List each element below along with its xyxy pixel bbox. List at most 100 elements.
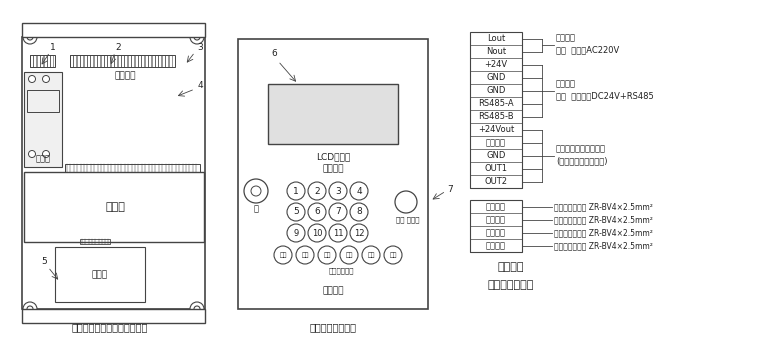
Text: 引至消防输入输出模块: 引至消防输入输出模块 [556,144,606,153]
Circle shape [395,191,417,213]
Bar [80,239,110,244]
Bar [128,55,130,67]
Text: OUT2: OUT2 [484,177,508,186]
Text: 引至风压传感器 ZR-BV4×2.5mm²: 引至风压传感器 ZR-BV4×2.5mm² [554,241,653,250]
Text: GND: GND [487,151,505,160]
Bar [141,55,144,67]
Bar [30,55,55,67]
Bar [268,84,398,144]
Text: 雨雪检测: 雨雪检测 [486,215,506,224]
Circle shape [350,224,368,242]
Bar [22,23,205,37]
Bar [51,55,53,67]
Circle shape [287,224,305,242]
Text: 引至天窗: 引至天窗 [556,33,576,42]
Bar [114,55,117,67]
Bar [65,164,200,172]
Bar [470,200,522,252]
Bar [22,37,205,309]
Text: 6: 6 [314,208,320,216]
Text: 10: 10 [312,228,323,238]
Text: 4: 4 [356,186,362,195]
Bar [27,90,59,112]
Bar [152,55,155,67]
Bar [155,55,158,67]
Text: 操作键盘: 操作键盘 [323,286,344,296]
Circle shape [42,151,49,157]
Text: RS485-B: RS485-B [478,112,514,121]
Circle shape [27,306,33,312]
Bar [34,55,37,67]
Text: 消防检测: 消防检测 [486,138,506,147]
Circle shape [308,224,326,242]
Text: 4: 4 [197,81,203,90]
Text: 电源 锁开关: 电源 锁开关 [396,217,419,223]
Circle shape [329,203,347,221]
Bar [24,172,204,242]
Text: (模块由消防系统提供): (模块由消防系统提供) [556,156,608,165]
Text: 2: 2 [115,42,121,52]
Text: 锁: 锁 [254,205,259,214]
Text: 主控板: 主控板 [105,202,125,212]
Circle shape [350,203,368,221]
Bar [37,55,40,67]
Bar [44,55,47,67]
Text: 霜雾检测: 霜雾检测 [486,228,506,237]
Circle shape [329,224,347,242]
Bar [111,55,114,67]
Text: 确认: 确认 [301,252,308,258]
Circle shape [27,34,33,40]
Circle shape [23,302,37,316]
Circle shape [190,30,204,44]
Text: Lout: Lout [487,34,505,43]
Text: 接线端子: 接线端子 [114,71,136,81]
Circle shape [308,203,326,221]
Circle shape [274,246,292,264]
Text: 7: 7 [335,208,341,216]
Bar [77,55,80,67]
Circle shape [23,30,37,44]
Text: 1: 1 [50,42,56,52]
Text: 设置: 设置 [323,252,330,258]
Bar [118,55,120,67]
Bar [169,55,172,67]
Circle shape [244,179,268,203]
Text: GND: GND [487,86,505,95]
Text: 复位: 复位 [345,252,353,258]
Text: 温度检测: 温度检测 [486,202,506,211]
Text: RS485-A: RS485-A [478,99,514,108]
Bar [138,55,141,67]
Bar [47,55,50,67]
Text: 5: 5 [293,208,299,216]
Text: 控制笱安装及内部元件布置图: 控制笱安装及内部元件布置图 [72,322,148,332]
Bar [22,309,205,323]
Bar [70,55,73,67]
Circle shape [194,34,200,40]
Circle shape [42,75,49,83]
Circle shape [318,246,336,264]
Bar [101,55,104,67]
Bar [166,55,168,67]
Circle shape [308,182,326,200]
Bar [108,55,110,67]
Text: 变压器: 变压器 [92,271,108,279]
Bar [24,72,62,167]
Text: 消防紧急启动: 消防紧急启动 [328,268,354,274]
Text: Nout: Nout [486,47,506,56]
Text: 2: 2 [314,186,319,195]
Text: 3: 3 [335,186,341,195]
Text: 锂管  控制回路DC24V+RS485: 锂管 控制回路DC24V+RS485 [556,91,654,100]
Text: 5: 5 [41,256,47,266]
Circle shape [362,246,380,264]
Text: 风压检测: 风压检测 [486,241,506,250]
Bar [84,55,87,67]
Bar [124,55,127,67]
Text: +24Vout: +24Vout [478,125,514,134]
Text: 8: 8 [356,208,362,216]
Circle shape [329,182,347,200]
Text: OUT1: OUT1 [484,164,508,173]
Text: 断路器: 断路器 [35,154,51,163]
Bar [55,247,145,302]
Bar [30,55,33,67]
Text: 开闸: 开闸 [280,252,287,258]
